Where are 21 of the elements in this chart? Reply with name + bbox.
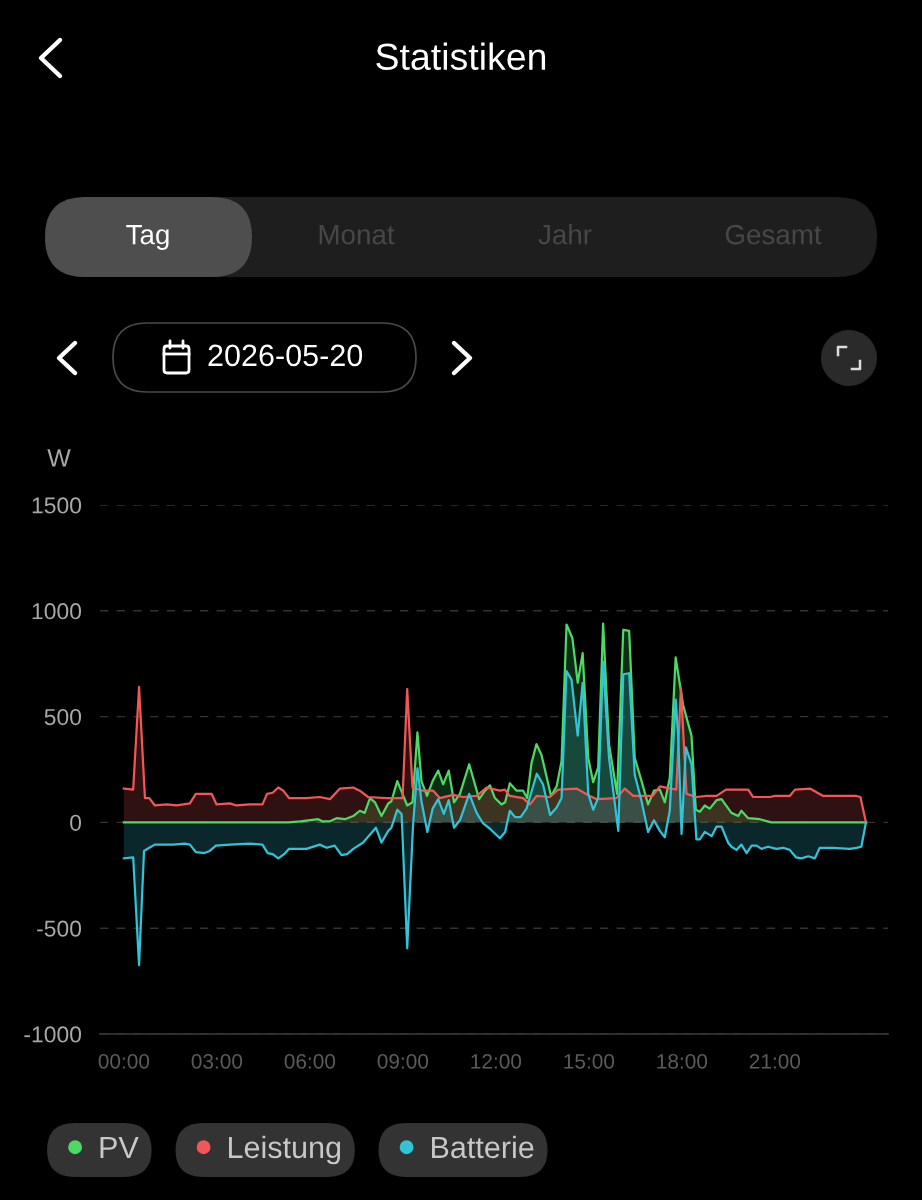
- y-tick-label: -500: [37, 920, 82, 937]
- x-tick-label: 00:00: [98, 1053, 150, 1069]
- chart-title: Statistiken: [376, 42, 546, 71]
- y-tick-label: 1000: [32, 603, 82, 620]
- y-tick-label: 500: [44, 708, 82, 726]
- y-axis-title: W: [47, 449, 71, 467]
- legend-label: Leistung: [229, 1135, 341, 1165]
- x-tick-label: 03:00: [191, 1053, 243, 1069]
- x-tick-label: 12:00: [471, 1053, 522, 1069]
- y-tick-label: -1000: [24, 1026, 82, 1043]
- x-tick-label: 15:00: [564, 1053, 615, 1069]
- text: 2026-05-20: [208, 344, 363, 367]
- x-tick-label: 09:00: [377, 1053, 429, 1069]
- x-tick-label: 21:00: [749, 1053, 801, 1069]
- legend-label: PV: [100, 1136, 139, 1158]
- x-tick-label: 18:00: [657, 1053, 708, 1069]
- y-tick-label: 0: [70, 814, 82, 831]
- legend-label: Batterie: [432, 1135, 534, 1159]
- y-tick-label: 1500: [32, 497, 82, 514]
- text: Tag: [126, 225, 169, 250]
- x-tick-label: 06:00: [284, 1053, 336, 1069]
